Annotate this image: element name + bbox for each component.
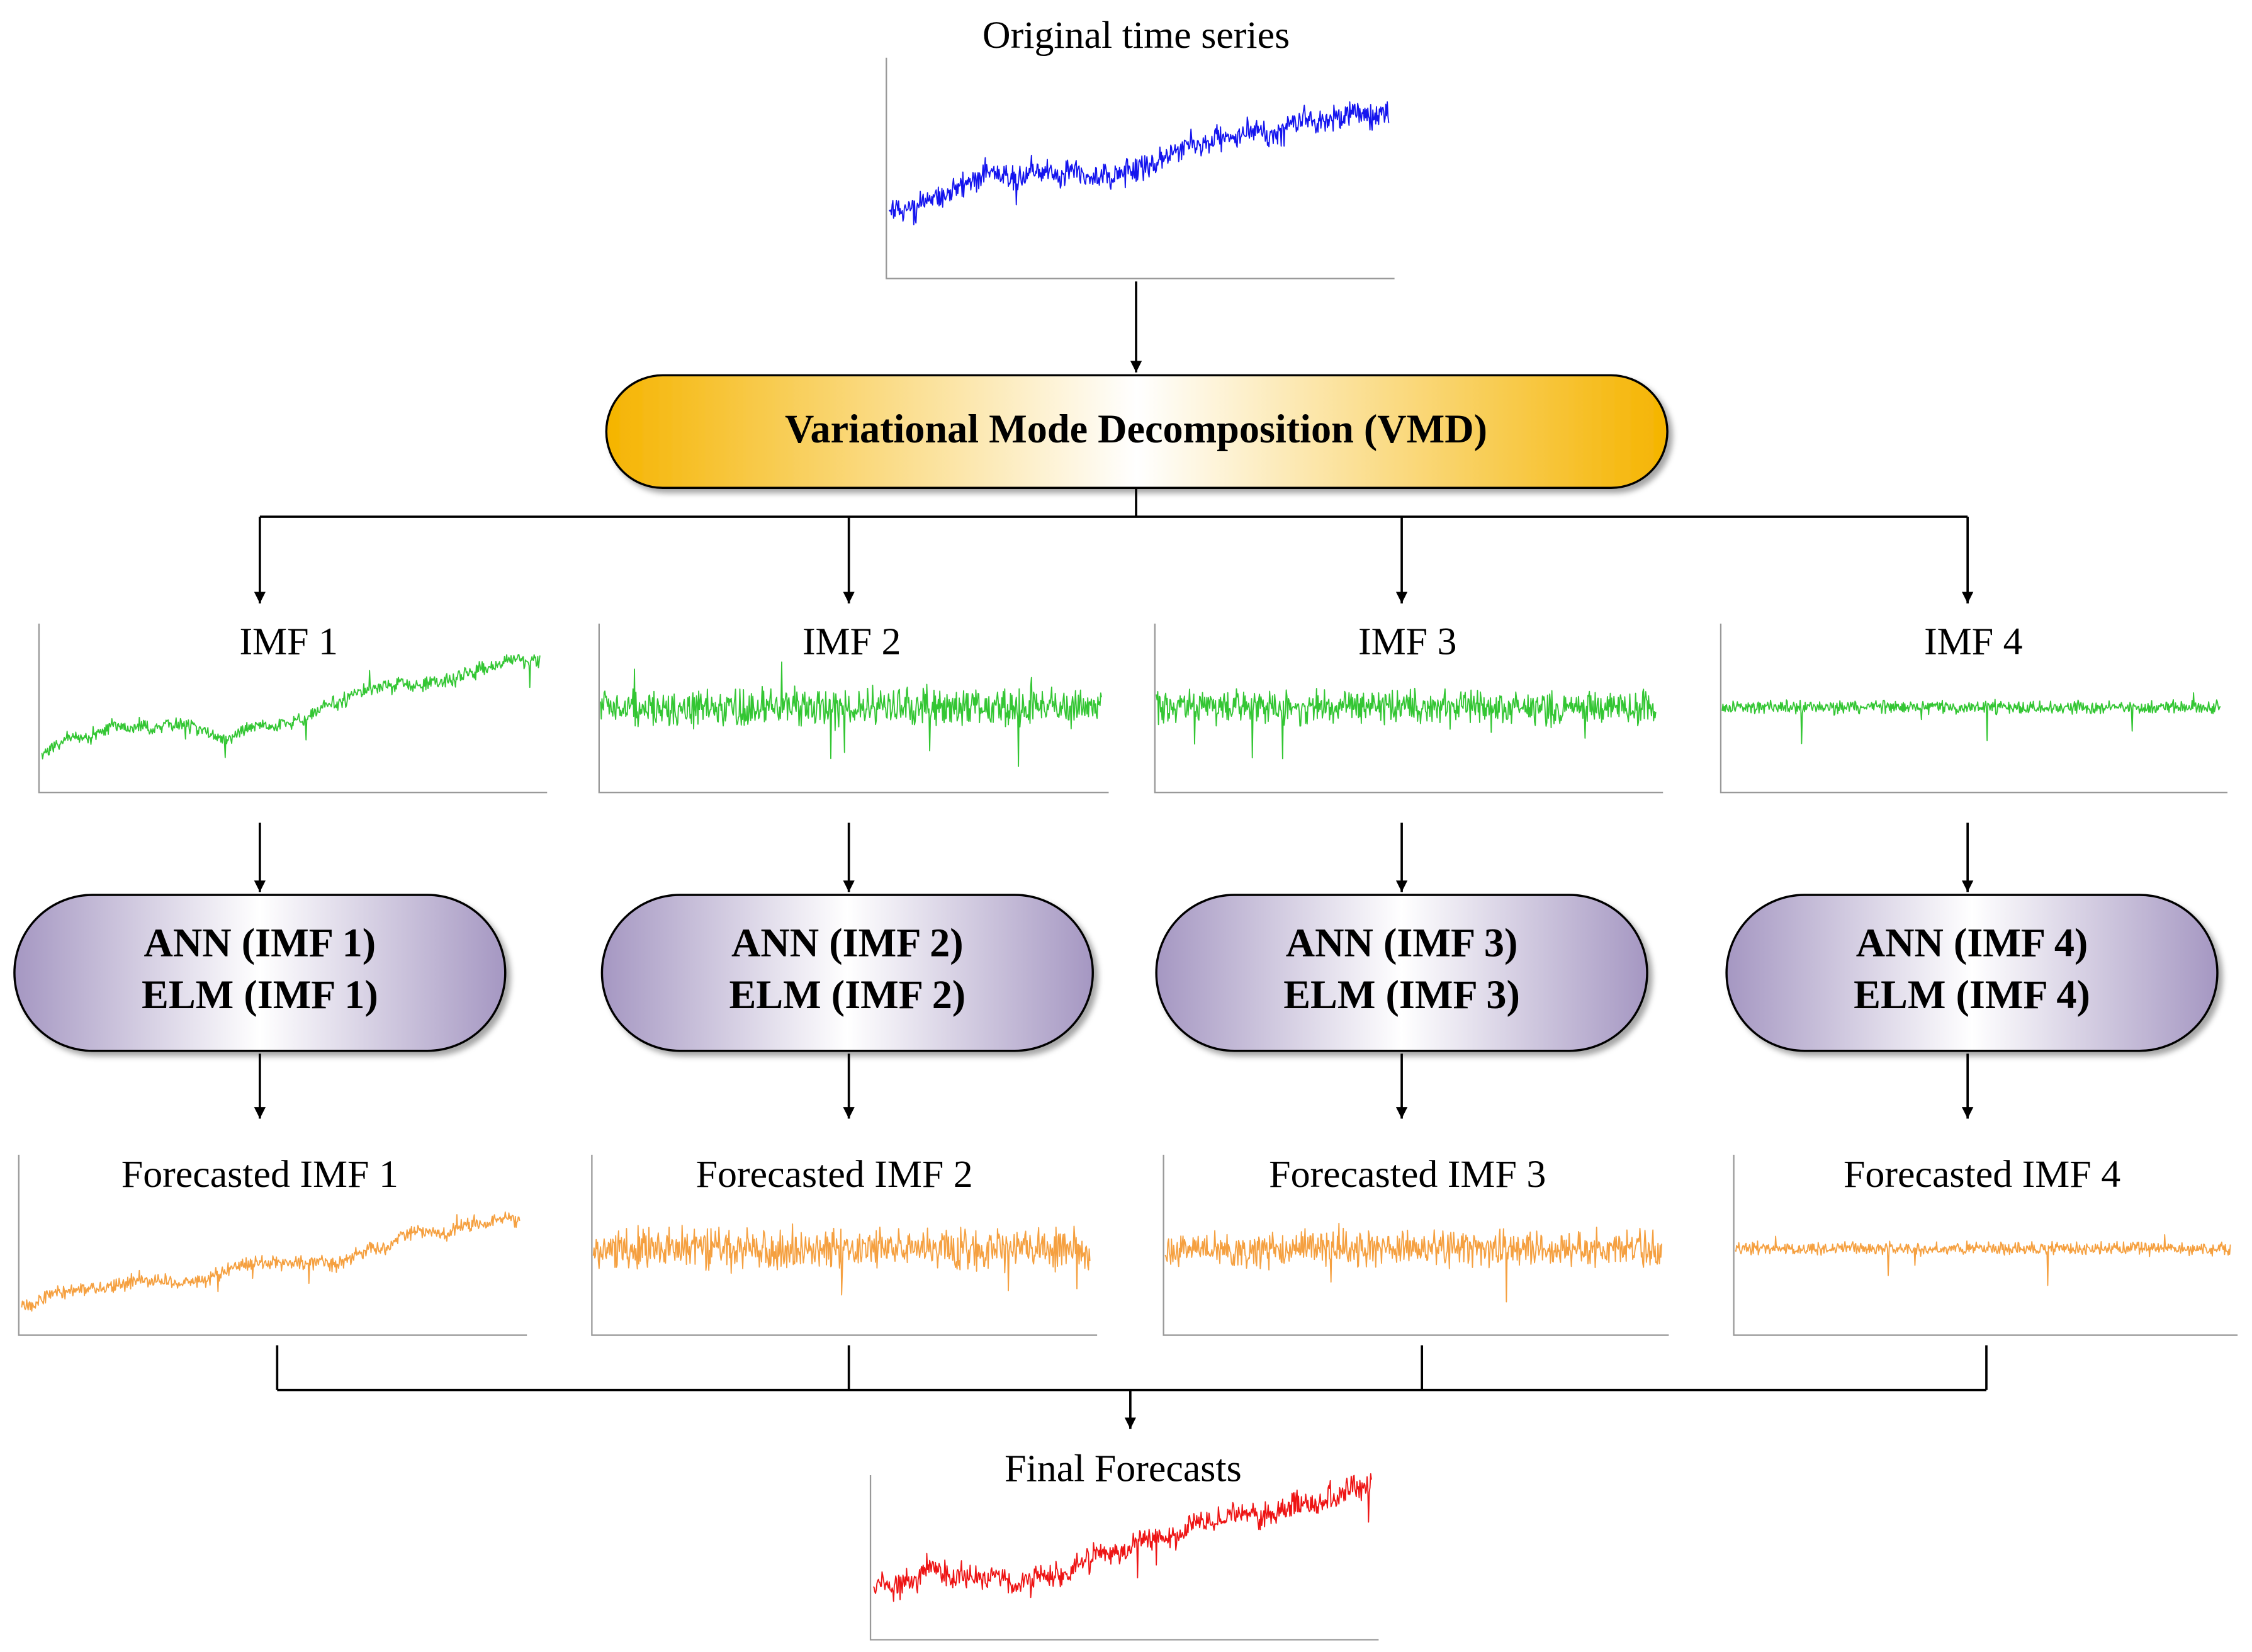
ann-label: ANN (IMF 1) — [144, 920, 376, 965]
signal — [889, 101, 1390, 226]
model-box — [600, 894, 1094, 1052]
imf-title: IMF 3 — [1358, 620, 1457, 663]
elm-label: ELM (IMF 2) — [729, 972, 966, 1017]
forecast-title: Forecasted IMF 1 — [121, 1153, 398, 1196]
plot-axes — [591, 1154, 1098, 1336]
signal — [1735, 1234, 2231, 1286]
original-title: Original time series — [982, 14, 1290, 57]
plot-axes — [1720, 623, 2228, 794]
signal — [592, 1223, 1091, 1296]
plot-axes — [886, 57, 1395, 279]
ann-label: ANN (IMF 2) — [731, 920, 964, 965]
model-box — [13, 894, 507, 1052]
imf-title: IMF 1 — [239, 620, 338, 663]
ann-label: ANN (IMF 3) — [1286, 920, 1518, 965]
plot-axes — [1154, 623, 1664, 794]
model-box — [1155, 894, 1648, 1052]
signal — [600, 661, 1102, 767]
ann-label: ANN (IMF 4) — [1856, 920, 2088, 965]
signal — [872, 1473, 1372, 1602]
imf-title: IMF 2 — [802, 620, 901, 663]
imf-title: IMF 4 — [1924, 620, 2023, 663]
final-title: Final Forecasts — [1005, 1447, 1242, 1490]
signal — [41, 654, 541, 760]
forecast-title: Forecasted IMF 2 — [696, 1153, 973, 1196]
plot-axes — [598, 623, 1109, 794]
signal — [21, 1211, 521, 1312]
forecast-title: Forecasted IMF 3 — [1269, 1153, 1546, 1196]
elm-label: ELM (IMF 4) — [1854, 972, 2090, 1017]
plot-axes — [18, 1154, 527, 1336]
signal — [1156, 687, 1657, 760]
model-box — [1725, 894, 2219, 1052]
plot-axes — [1163, 1154, 1669, 1336]
vmd-label: Variational Mode Decomposition (VMD) — [785, 407, 1487, 451]
plot-axes — [38, 623, 548, 794]
elm-label: ELM (IMF 1) — [142, 972, 378, 1017]
signal — [1721, 692, 2221, 745]
signal — [1164, 1222, 1662, 1303]
elm-label: ELM (IMF 3) — [1283, 972, 1520, 1017]
forecast-title: Forecasted IMF 4 — [1844, 1153, 2120, 1196]
plot-axes — [869, 1475, 1379, 1641]
plot-axes — [1733, 1154, 2238, 1336]
